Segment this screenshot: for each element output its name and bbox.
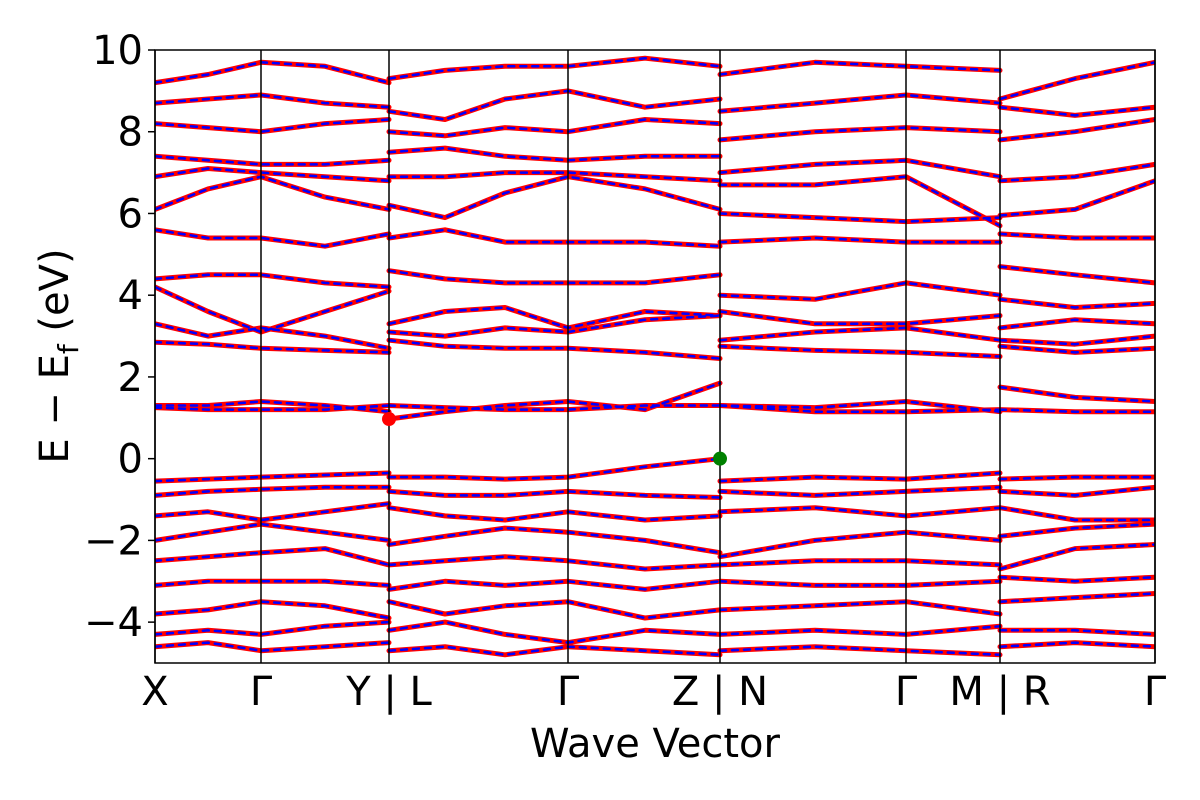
band-line bbox=[155, 117, 1155, 143]
x-tick-label: Γ bbox=[557, 669, 580, 715]
y-tick-label: 10 bbox=[92, 28, 143, 74]
band-line-dashed bbox=[155, 620, 1155, 644]
band-edge-point bbox=[713, 451, 727, 466]
band-line-dashed bbox=[155, 338, 1155, 360]
y-tick-label: 2 bbox=[118, 355, 143, 401]
y-label-unit: (eV) bbox=[32, 248, 78, 344]
band-line bbox=[155, 542, 1155, 572]
band-line-dashed bbox=[155, 175, 1155, 240]
x-tick-label: Γ bbox=[895, 669, 918, 715]
band-line-dashed bbox=[155, 575, 1155, 591]
band-line-dashed bbox=[155, 269, 1155, 309]
y-axis-label: E − Ef (eV) bbox=[32, 248, 85, 463]
y-tick-label: −4 bbox=[84, 600, 143, 646]
band-line bbox=[155, 174, 1155, 241]
band-line-dashed bbox=[155, 118, 1155, 142]
band-line bbox=[155, 591, 1155, 621]
band-line bbox=[155, 227, 1155, 286]
x-tick-label: X bbox=[141, 669, 168, 715]
band-line-dashed bbox=[155, 146, 1155, 183]
x-tick-label: Y | L bbox=[345, 669, 432, 715]
y-label-main: E − E bbox=[32, 354, 78, 464]
band-line bbox=[155, 284, 1155, 335]
band-line bbox=[155, 501, 1155, 523]
band-line-dashed bbox=[155, 404, 1155, 413]
y-tick-label: 8 bbox=[118, 110, 143, 156]
band-edge-point bbox=[382, 412, 396, 427]
band-line-dashed bbox=[155, 543, 1155, 571]
y-tick-label: −2 bbox=[84, 518, 143, 564]
x-tick-label: Γ bbox=[1144, 669, 1167, 715]
x-tick-label: Z | N bbox=[672, 669, 768, 715]
bands bbox=[155, 55, 1155, 658]
plot-frame bbox=[154, 49, 1156, 664]
y-label-sub: f bbox=[52, 343, 85, 354]
band-line bbox=[155, 268, 1155, 310]
band-line bbox=[155, 55, 1155, 102]
y-tick-label: 0 bbox=[118, 437, 143, 483]
band-line-dashed bbox=[155, 457, 1155, 483]
band-line bbox=[155, 619, 1155, 646]
band-line-dashed bbox=[155, 228, 1155, 285]
band-line-dashed bbox=[155, 486, 1155, 499]
x-axis-label: Wave Vector bbox=[530, 721, 781, 767]
x-tick-label: M | R bbox=[949, 669, 1050, 715]
x-tick-label: Γ bbox=[250, 669, 273, 715]
y-tick-label: 4 bbox=[118, 273, 143, 319]
y-tick-label: 6 bbox=[118, 191, 143, 237]
band-line-dashed bbox=[155, 381, 1155, 421]
